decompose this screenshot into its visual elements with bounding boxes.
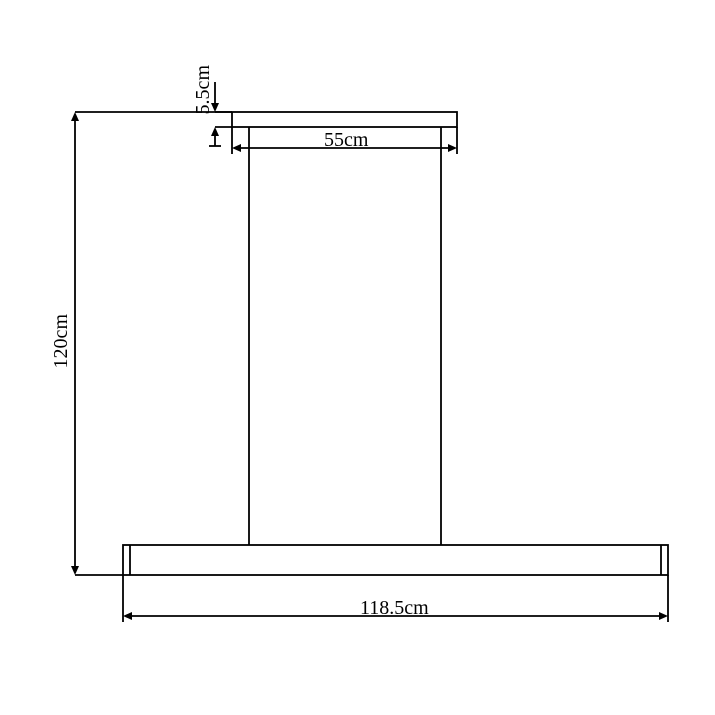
dim-label-118-5cm: 118.5cm xyxy=(360,597,429,620)
dim-label-5-5cm: 5.5cm xyxy=(192,65,215,114)
diagram-svg xyxy=(0,0,715,715)
dim-label-55cm: 55cm xyxy=(324,129,368,152)
dim-label-120cm: 120cm xyxy=(50,314,73,368)
diagram-stage: 120cm 5.5cm 55cm 118.5cm xyxy=(0,0,715,715)
